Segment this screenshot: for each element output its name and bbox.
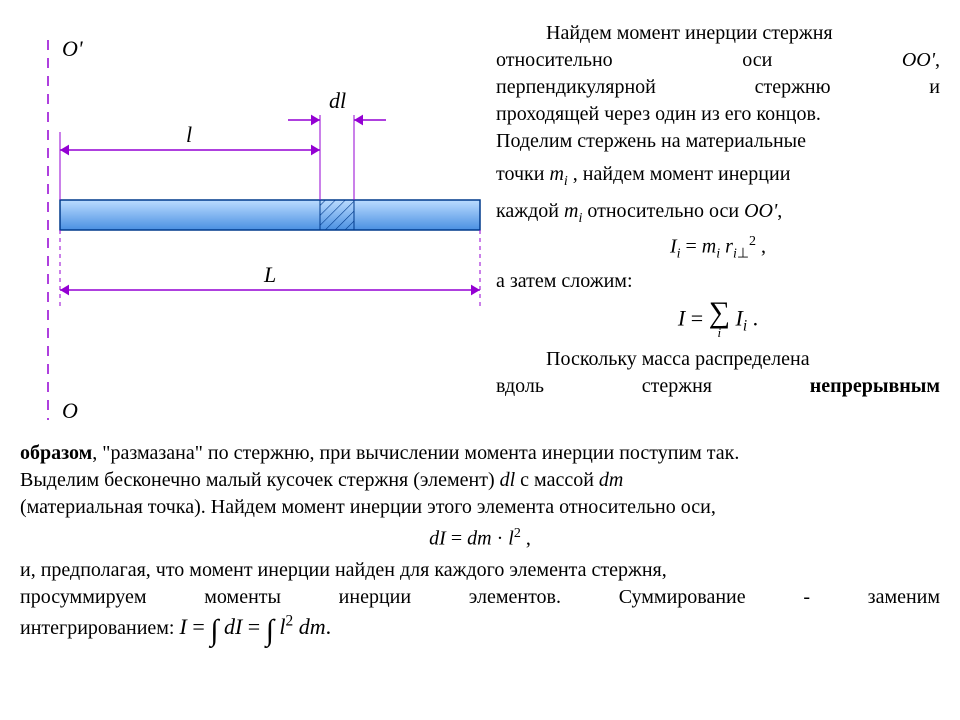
right-text-column: Найдем момент инерции стержня относитель… (490, 20, 940, 400)
svg-text:O: O (62, 398, 78, 423)
equation-2: I = ∑i Ii . (496, 299, 940, 342)
para-3-line1: и, предполагая, что момент инерции найде… (20, 557, 940, 584)
svg-text:O': O' (62, 36, 83, 61)
para-1-line5: Поделим стержень на материальные (496, 128, 940, 155)
svg-text:L: L (263, 262, 276, 287)
equation-1: Ii = mi ri⊥2 , (496, 233, 940, 265)
para-2-line1: Поскольку масса распределена (496, 346, 940, 373)
equation-3: dI = dm · l2 , (20, 525, 940, 553)
para-1-line8: а затем сложим: (496, 268, 940, 295)
para-2-line2: вдоль стержня непрерывным (496, 373, 940, 400)
para-3-line3: интегрированием: I = ∫ dI = ∫ l2 dm. (20, 611, 940, 652)
para-1-line6: точки mi , найдем момент инерции (496, 161, 940, 192)
para-1-line3: перпендикулярной стержню и (496, 74, 940, 101)
svg-text:dl: dl (329, 88, 346, 113)
full-width-text: образом, "размазана" по стержню, при выч… (20, 440, 940, 651)
para-1-line4: проходящей через один из его концов. (496, 101, 940, 128)
para-1-line2: относительно оси OO', (496, 47, 940, 74)
diagram-rod: O' Ol dl L (20, 20, 490, 440)
para-1-line1: Найдем момент инерции стержня (496, 20, 940, 47)
svg-text:l: l (186, 122, 192, 147)
para-1-line7: каждой mi относительно оси OO', (496, 198, 940, 229)
rod-diagram-svg: O' Ol dl L (20, 20, 490, 440)
para-3-line2: просуммируем моменты инерции элементов. … (20, 584, 940, 611)
